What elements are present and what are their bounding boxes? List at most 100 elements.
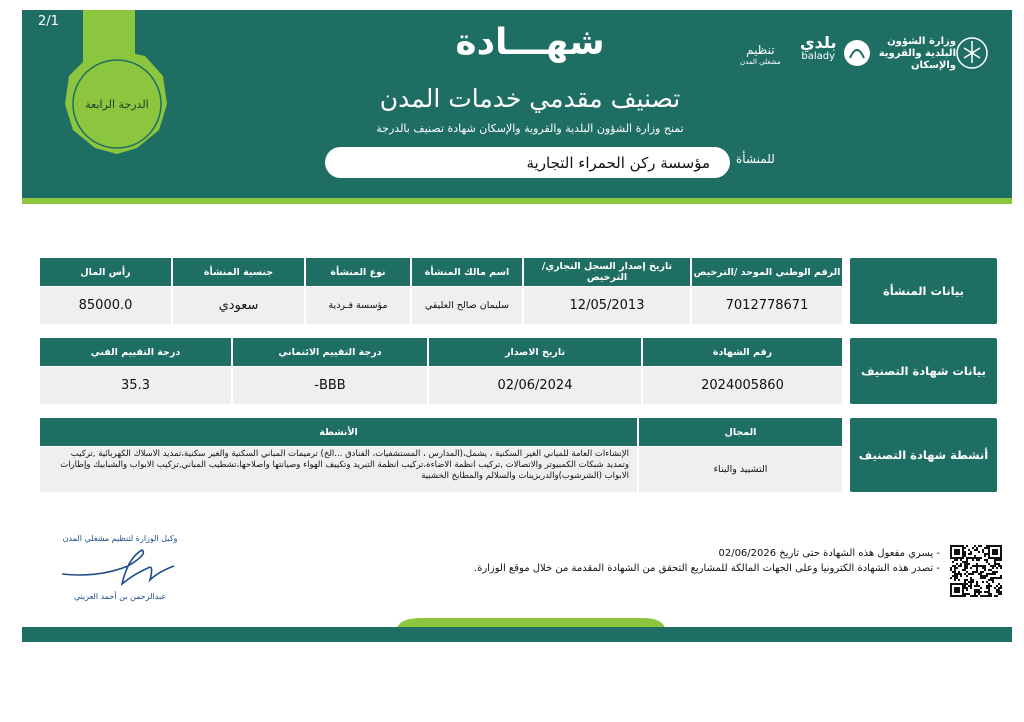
qr-module	[996, 553, 998, 555]
qr-module	[964, 585, 966, 587]
qr-module	[978, 545, 980, 547]
qr-module	[956, 589, 958, 591]
qr-module	[980, 587, 982, 589]
tanzeem-sub: مشغلي المدن	[740, 58, 781, 66]
column-header: درجة التقييم الائتماني	[233, 338, 427, 366]
qr-module	[956, 567, 958, 569]
qr-module	[964, 563, 966, 565]
qr-module	[994, 595, 996, 597]
qr-module	[954, 573, 956, 575]
qr-module	[966, 559, 968, 561]
qr-module	[950, 595, 952, 597]
qr-module	[976, 563, 978, 565]
qr-module	[970, 577, 972, 579]
validity-date: 02/06/2026	[718, 548, 777, 559]
table-column: الرقم الوطني الموحد /الترخيص 7012778671	[692, 258, 842, 324]
balady-logo: بلدي balady	[800, 33, 837, 64]
qr-module	[954, 551, 956, 553]
qr-module	[960, 595, 962, 597]
qr-module	[966, 579, 968, 581]
qr-module	[962, 587, 964, 589]
qr-module	[956, 545, 958, 547]
qr-module	[990, 557, 992, 559]
qr-module	[964, 561, 966, 563]
qr-module	[952, 595, 954, 597]
qr-module	[974, 545, 976, 547]
section-label: أنشطة شهادة التصنيف	[850, 418, 997, 492]
qr-module	[962, 561, 964, 563]
qr-module	[964, 579, 966, 581]
table-column: رقم الشهادة 2024005860	[643, 338, 842, 404]
qr-module	[966, 589, 968, 591]
qr-module	[976, 583, 978, 585]
qr-module	[1000, 557, 1002, 559]
qr-module	[980, 595, 982, 597]
qr-module	[996, 549, 998, 551]
qr-module	[950, 569, 952, 571]
qr-module	[950, 585, 952, 587]
qr-module	[988, 589, 990, 591]
qr-module	[966, 567, 968, 569]
qr-module	[960, 583, 962, 585]
qr-module	[972, 565, 974, 567]
qr-module	[962, 553, 964, 555]
section-label: بيانات المنشأة	[850, 258, 997, 324]
qr-module	[978, 551, 980, 553]
qr-module	[958, 571, 960, 573]
qr-module	[990, 577, 992, 579]
qr-module	[974, 549, 976, 551]
qr-module	[976, 595, 978, 597]
qr-module	[982, 549, 984, 551]
qr-module	[976, 581, 978, 583]
section-table: المجال التشييد والبناء الأنشطة الإنشاءات ال…	[40, 418, 842, 492]
qr-module	[992, 551, 994, 553]
qr-module	[950, 553, 952, 555]
qr-module	[954, 567, 956, 569]
qr-module	[962, 557, 964, 559]
qr-module	[996, 559, 998, 561]
qr-module	[966, 561, 968, 563]
qr-module	[952, 557, 954, 559]
qr-module	[978, 573, 980, 575]
qr-module	[998, 545, 1000, 547]
qr-module	[976, 585, 978, 587]
qr-module	[986, 595, 988, 597]
qr-module	[964, 555, 966, 557]
qr-module	[954, 591, 956, 593]
qr-module	[980, 591, 982, 593]
qr-module	[956, 553, 958, 555]
qr-module	[956, 549, 958, 551]
column-header: الرقم الوطني الموحد /الترخيص	[692, 258, 842, 286]
qr-module	[966, 593, 968, 595]
qr-module	[998, 583, 1000, 585]
qr-module	[996, 577, 998, 579]
qr-module	[992, 581, 994, 583]
qr-module	[970, 573, 972, 575]
qr-module	[992, 573, 994, 575]
qr-module	[996, 545, 998, 547]
qr-module	[994, 557, 996, 559]
grant-text: تمنح وزارة الشؤون البلدية والقروية والإس…	[376, 122, 684, 135]
qr-module	[958, 551, 960, 553]
qr-module	[988, 583, 990, 585]
header-strip	[22, 198, 1012, 204]
qr-module	[962, 585, 964, 587]
qr-module	[964, 551, 966, 553]
qr-module	[982, 575, 984, 577]
qr-module	[996, 551, 998, 553]
qr-module	[960, 559, 962, 561]
qr-module	[958, 573, 960, 575]
column-header: جنسية المنشأة	[173, 258, 304, 286]
qr-module	[984, 547, 986, 549]
qr-module	[996, 571, 998, 573]
balady-ar: بلدي	[800, 33, 837, 52]
qr-module	[956, 577, 958, 579]
qr-module	[958, 549, 960, 551]
qr-module	[982, 577, 984, 579]
qr-module	[988, 563, 990, 565]
qr-module	[980, 545, 982, 547]
column-header: اسم مالك المنشأة	[412, 258, 522, 286]
qr-module	[964, 565, 966, 567]
qr-module	[950, 583, 952, 585]
qr-module	[974, 593, 976, 595]
